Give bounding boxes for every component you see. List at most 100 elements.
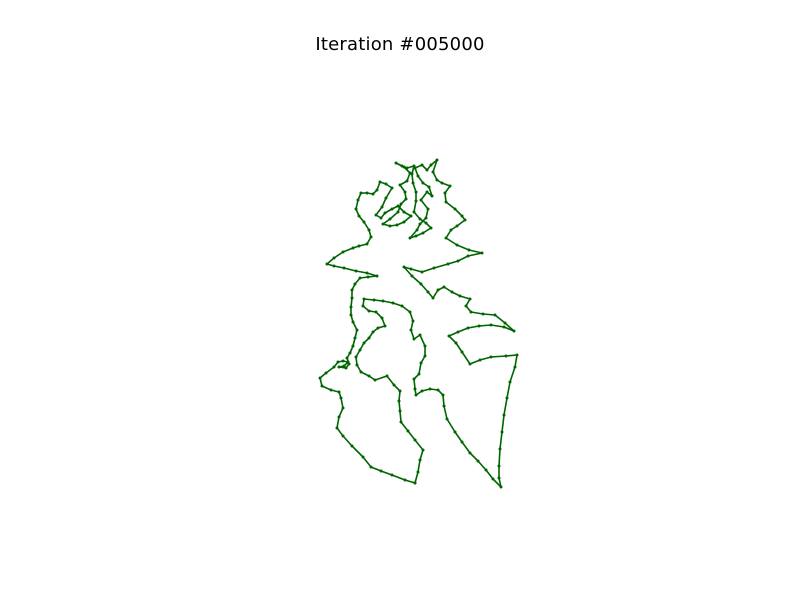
city-point [402,210,406,214]
city-point [380,316,384,320]
city-point [359,370,363,374]
city-point [379,469,383,473]
city-point [424,216,428,220]
city-point [390,207,394,211]
city-point [350,444,354,448]
city-point [390,473,394,477]
route-segment [432,159,438,173]
city-point [356,198,360,202]
city-point [376,326,380,330]
route-segment [391,474,406,481]
route-segment [469,452,479,462]
route-segment [355,199,359,210]
route-segment [446,418,456,433]
city-point [445,417,449,421]
city-point [362,220,366,224]
route-segment [375,206,383,216]
city-point [476,459,480,463]
route-segment [501,414,505,433]
route-segment [420,191,428,201]
city-point [332,264,336,268]
route-segment [409,229,418,239]
city-point [418,458,422,462]
route-segment [506,381,511,399]
city-point [497,464,501,468]
route-segment [432,289,439,299]
city-point [349,305,353,309]
route-segment [461,441,471,454]
city-point [426,207,430,211]
city-point [396,204,400,208]
city-point [335,426,339,430]
city-point [453,207,457,211]
city-point [367,309,371,313]
city-point [414,393,418,397]
city-point [414,190,418,194]
city-point [391,301,395,305]
city-point [412,210,416,214]
route-segment [418,362,422,375]
city-point [428,387,432,391]
city-point [427,185,431,189]
city-point [397,399,401,403]
city-point [339,396,343,400]
city-point [460,440,464,444]
city-point [477,324,481,328]
route-segment [467,325,480,329]
city-point [425,190,429,194]
city-point [503,321,507,325]
city-point [369,235,373,239]
route-segment [410,320,414,331]
city-point [429,163,433,167]
city-point [436,288,440,292]
city-point [332,365,336,369]
city-point [458,294,462,298]
route-segment [325,366,335,374]
city-point [396,210,400,214]
route-segment [366,272,378,277]
route-segment [321,385,332,391]
city-point [337,365,341,369]
route-segment [389,211,399,220]
route-segment [490,355,507,358]
city-point [358,348,362,352]
route-segment [336,427,344,437]
city-point [348,351,352,355]
city-point [442,404,446,408]
city-point [481,312,485,316]
route-segment [342,435,353,447]
route-segment [419,449,424,461]
city-point [499,485,503,489]
route-segment [447,260,459,265]
route-segment [503,326,515,332]
city-point [383,324,387,328]
city-point [409,267,413,271]
route-segment [363,221,370,231]
route-segment [380,470,393,476]
city-point [337,415,341,419]
route-segment [351,445,364,458]
city-point [450,290,454,294]
city-point [447,334,451,338]
route-segment [419,334,426,347]
city-point [443,191,447,195]
city-point [425,168,429,172]
city-point [500,430,504,434]
route-segment [470,311,484,315]
city-point [508,380,512,384]
city-point [324,371,328,375]
route-segment [445,229,452,239]
city-point [373,378,377,382]
city-point [423,344,427,348]
city-point [418,217,422,221]
marker-layer [318,158,519,489]
city-point [418,222,422,226]
city-point [347,362,351,366]
city-point [329,388,333,392]
city-point [513,365,517,369]
route-segment [448,331,459,337]
city-point [408,236,412,240]
city-point [354,207,358,211]
city-point [365,271,369,275]
route-layer [319,159,518,488]
